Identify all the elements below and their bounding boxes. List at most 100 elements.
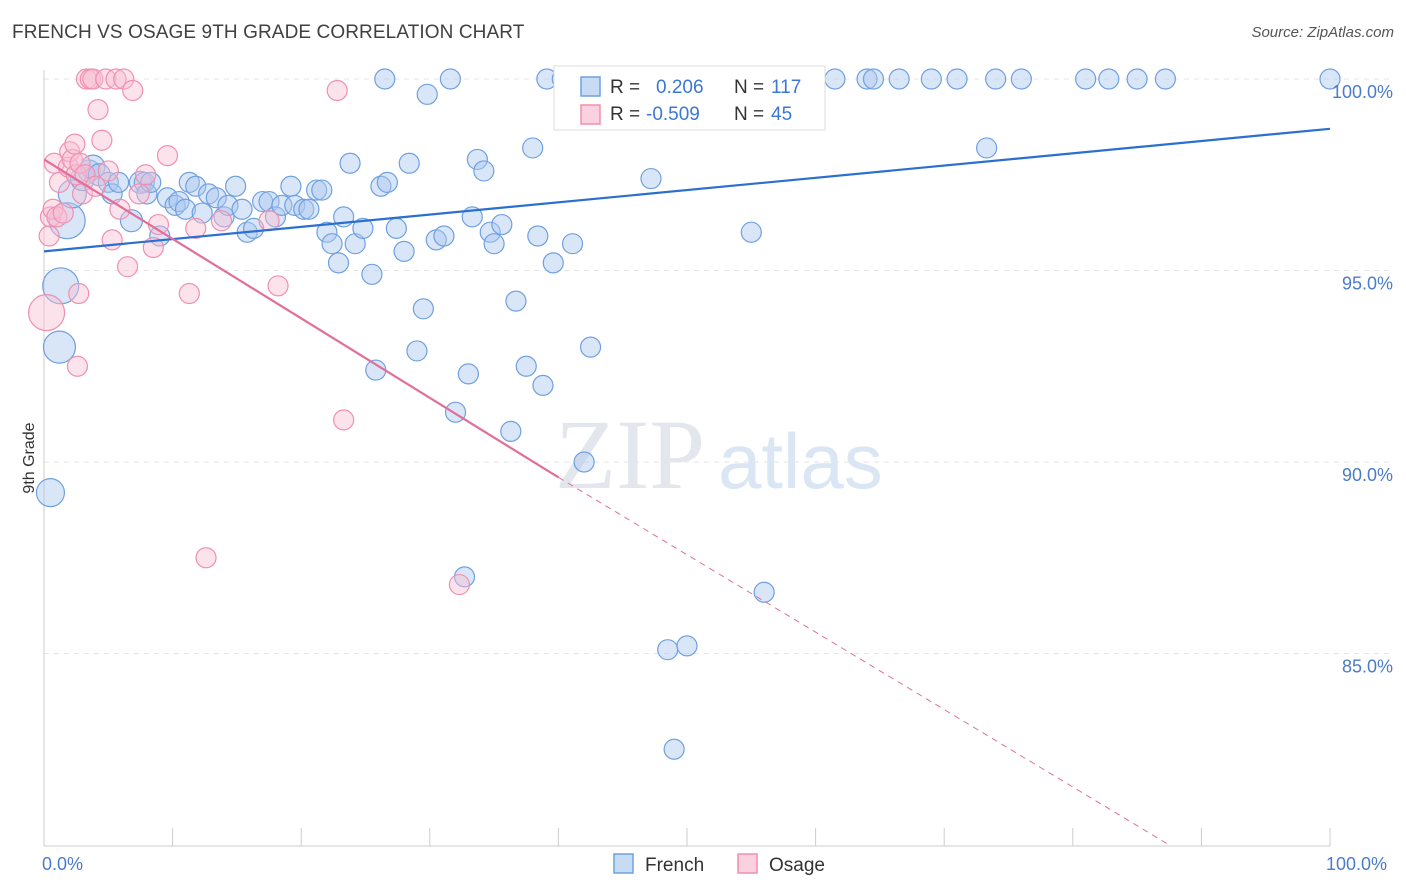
x-tick-label-max: 100.0% bbox=[1326, 854, 1387, 874]
osage-point bbox=[66, 355, 89, 377]
french-point bbox=[393, 240, 415, 262]
french-point bbox=[1075, 68, 1097, 90]
watermark: ZIP atlas bbox=[555, 399, 883, 510]
osage-point bbox=[87, 99, 109, 121]
osage-point bbox=[258, 210, 280, 232]
osage-legend-swatch bbox=[580, 104, 601, 125]
french-point bbox=[542, 252, 564, 274]
y-tick-label: 95.0% bbox=[1342, 274, 1393, 294]
french-point bbox=[327, 252, 350, 274]
trend-lines bbox=[43, 127, 1331, 846]
bottom-legend-osage-swatch bbox=[737, 853, 758, 874]
french-point bbox=[298, 198, 320, 220]
french-point bbox=[1126, 68, 1148, 90]
french-point bbox=[280, 175, 302, 197]
french-point bbox=[579, 336, 602, 358]
osage-point bbox=[101, 229, 123, 251]
french-point bbox=[264, 206, 287, 228]
french-point bbox=[416, 83, 438, 105]
osage-point bbox=[69, 152, 91, 174]
osage-point bbox=[97, 160, 119, 182]
osage-point bbox=[64, 133, 86, 155]
osage-point bbox=[38, 225, 60, 247]
osage-n-value: 45 bbox=[771, 104, 792, 125]
bottom-legend-osage-label: Osage bbox=[769, 855, 825, 876]
french-point bbox=[561, 233, 584, 255]
french-point bbox=[985, 68, 1007, 90]
french-point bbox=[271, 194, 293, 216]
x-axis-ticks bbox=[43, 828, 1331, 846]
french-point bbox=[316, 221, 338, 243]
osage-point bbox=[178, 282, 200, 305]
osage-point bbox=[195, 547, 217, 569]
y-axis-label: 9th Grade bbox=[21, 422, 38, 493]
french-point bbox=[663, 738, 685, 760]
y-tick-labels: 85.0% 90.0% 95.0% 100.0% bbox=[1332, 82, 1393, 677]
osage-point bbox=[267, 275, 289, 297]
french-point bbox=[740, 221, 762, 243]
french-point bbox=[205, 187, 227, 209]
osage-r-value: -0.509 bbox=[646, 104, 700, 125]
french-point bbox=[522, 137, 544, 159]
french-point bbox=[178, 171, 200, 194]
french-point bbox=[657, 639, 679, 661]
osage-point bbox=[142, 236, 164, 259]
french-point bbox=[35, 478, 66, 508]
osage-point bbox=[116, 256, 139, 278]
french-point bbox=[231, 198, 253, 220]
french-point bbox=[136, 183, 158, 205]
french-point bbox=[824, 68, 846, 90]
french-point bbox=[398, 152, 420, 174]
chart-title: FRENCH VS OSAGE 9TH GRADE CORRELATION CH… bbox=[12, 22, 525, 43]
french-point bbox=[466, 148, 488, 171]
french-point bbox=[946, 68, 968, 90]
french-n-label: N = bbox=[734, 77, 764, 98]
french-point bbox=[370, 175, 392, 197]
french-point bbox=[311, 179, 333, 201]
watermark-zip: ZIP bbox=[555, 399, 705, 510]
osage-point bbox=[156, 145, 179, 167]
osage-point bbox=[82, 68, 104, 90]
osage-point bbox=[46, 206, 68, 228]
french-point bbox=[344, 233, 366, 255]
osage-points bbox=[27, 68, 470, 596]
french-trend-line bbox=[43, 127, 1331, 253]
french-point bbox=[856, 68, 878, 90]
osage-point bbox=[185, 217, 207, 239]
bottom-legend-french-label: French bbox=[645, 855, 704, 876]
french-point bbox=[1154, 68, 1176, 90]
french-r-value: 0.206 bbox=[656, 77, 704, 98]
french-point bbox=[306, 179, 328, 201]
french-r-label: R = bbox=[610, 77, 640, 98]
x-tick-label-min: 0.0% bbox=[42, 854, 83, 874]
osage-point bbox=[39, 206, 62, 228]
french-point bbox=[412, 298, 434, 320]
french-point bbox=[174, 198, 197, 220]
french-point bbox=[573, 451, 595, 473]
osage-point bbox=[128, 183, 150, 205]
y-tick-label: 85.0% bbox=[1342, 657, 1393, 677]
french-point bbox=[213, 206, 235, 228]
osage-point bbox=[333, 409, 355, 431]
french-point bbox=[862, 68, 885, 90]
bottom-legend: French Osage bbox=[613, 853, 825, 876]
french-legend-swatch bbox=[580, 76, 601, 97]
french-point bbox=[527, 225, 549, 247]
french-point bbox=[920, 68, 942, 90]
osage-point bbox=[65, 164, 87, 186]
bottom-legend-french-swatch bbox=[613, 853, 634, 874]
french-point bbox=[479, 221, 501, 243]
french-point bbox=[976, 137, 998, 159]
french-point bbox=[515, 355, 537, 377]
french-points bbox=[35, 68, 1341, 760]
french-point bbox=[532, 374, 554, 396]
french-point bbox=[483, 233, 505, 255]
osage-point bbox=[448, 573, 470, 596]
french-point bbox=[1010, 68, 1032, 90]
osage-point bbox=[122, 79, 144, 102]
french-point bbox=[385, 217, 407, 239]
french-point bbox=[1319, 68, 1341, 90]
osage-point bbox=[147, 213, 170, 236]
watermark-atlas: atlas bbox=[718, 417, 883, 505]
